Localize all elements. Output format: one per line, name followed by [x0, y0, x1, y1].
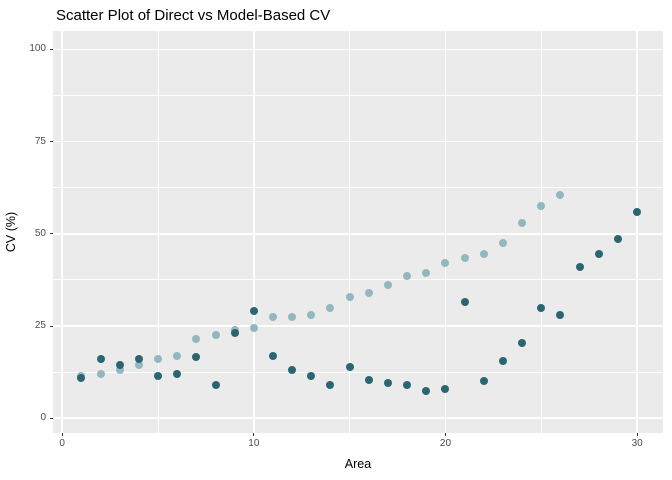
gridline-y-minor	[53, 187, 663, 189]
y-tick-label: 50	[34, 227, 46, 239]
gridline-y-major	[53, 233, 663, 235]
data-point-model-based-cv-light-blue	[441, 259, 450, 268]
data-point-direct-cv-dark-teal	[537, 303, 546, 312]
data-point-direct-cv-dark-teal	[403, 381, 412, 390]
gridline-x-minor	[540, 31, 542, 433]
gridline-y-minor	[53, 279, 663, 281]
y-tick-label: 100	[29, 43, 46, 55]
gridline-x-major	[61, 31, 63, 433]
y-axis-title-text: CV (%)	[4, 211, 18, 253]
data-point-direct-cv-dark-teal	[307, 371, 316, 380]
y-tick-mark	[50, 48, 53, 50]
x-tick-mark	[444, 433, 446, 436]
data-point-direct-cv-dark-teal	[575, 263, 584, 272]
data-point-direct-cv-dark-teal	[556, 310, 565, 319]
x-tick-mark	[61, 433, 63, 436]
chart-title: Scatter Plot of Direct vs Model-Based CV	[56, 7, 331, 24]
data-point-direct-cv-dark-teal	[441, 384, 450, 393]
data-point-direct-cv-dark-teal	[173, 369, 182, 378]
data-point-model-based-cv-light-blue	[460, 253, 469, 262]
x-tick-mark	[636, 433, 638, 436]
x-axis-title: Area	[344, 457, 372, 471]
data-point-model-based-cv-light-blue	[154, 355, 163, 364]
data-point-direct-cv-dark-teal	[498, 357, 507, 366]
data-point-direct-cv-dark-teal	[479, 377, 488, 386]
data-point-direct-cv-dark-teal	[326, 381, 335, 390]
data-point-model-based-cv-light-blue	[249, 323, 258, 332]
data-point-model-based-cv-light-blue	[269, 312, 277, 321]
data-point-model-based-cv-light-blue	[518, 218, 527, 227]
data-point-model-based-cv-light-blue	[173, 351, 182, 360]
gridline-x-minor	[157, 31, 159, 433]
gridline-y-minor	[53, 371, 663, 373]
x-tick-label: 20	[439, 438, 452, 449]
data-point-direct-cv-dark-teal	[594, 250, 603, 259]
data-point-model-based-cv-light-blue	[556, 191, 565, 200]
data-point-model-based-cv-light-blue	[383, 281, 392, 290]
gridline-y-major	[53, 140, 663, 143]
data-point-direct-cv-dark-teal	[518, 338, 527, 347]
data-point-model-based-cv-light-blue	[403, 272, 412, 281]
data-point-direct-cv-dark-teal	[460, 298, 469, 307]
gridline-x-minor	[349, 31, 351, 433]
y-tick-label: 0	[40, 412, 46, 424]
data-point-direct-cv-dark-teal	[613, 235, 622, 244]
plot-panel	[53, 31, 663, 433]
gridline-y-major	[53, 48, 663, 51]
data-point-direct-cv-dark-teal	[288, 366, 297, 375]
y-tick-mark	[50, 325, 53, 327]
data-point-direct-cv-dark-teal	[345, 362, 354, 371]
data-point-model-based-cv-light-blue	[479, 250, 488, 259]
data-point-direct-cv-dark-teal	[364, 375, 373, 384]
y-tick-label: 75	[34, 135, 46, 147]
y-tick-mark	[50, 233, 53, 235]
data-point-model-based-cv-light-blue	[134, 360, 143, 369]
gridline-x-major	[636, 31, 638, 433]
data-point-model-based-cv-light-blue	[326, 303, 335, 312]
gridline-y-major	[53, 417, 663, 419]
data-point-direct-cv-dark-teal	[77, 373, 86, 382]
x-tick-label: 10	[248, 438, 260, 449]
data-point-direct-cv-dark-teal	[192, 353, 201, 362]
data-point-direct-cv-dark-teal	[96, 355, 105, 364]
y-tick-label: 25	[34, 320, 46, 332]
data-point-model-based-cv-light-blue	[288, 312, 297, 321]
data-point-direct-cv-dark-teal	[383, 379, 392, 388]
data-point-direct-cv-dark-teal	[422, 386, 431, 395]
x-tick-mark	[253, 433, 255, 436]
data-point-model-based-cv-light-blue	[307, 310, 316, 319]
data-point-model-based-cv-light-blue	[537, 202, 546, 211]
data-point-model-based-cv-light-blue	[211, 331, 220, 340]
y-tick-mark	[50, 417, 53, 419]
data-point-model-based-cv-light-blue	[115, 366, 124, 375]
data-point-model-based-cv-light-blue	[345, 292, 354, 301]
gridline-y-major	[53, 325, 663, 327]
gridline-x-major	[444, 31, 447, 433]
data-point-direct-cv-dark-teal	[211, 381, 220, 390]
y-tick-mark	[50, 141, 53, 143]
x-tick-label: 0	[59, 438, 65, 449]
data-point-direct-cv-dark-teal	[249, 307, 258, 316]
data-point-direct-cv-dark-teal	[633, 207, 642, 216]
data-point-direct-cv-dark-teal	[115, 360, 124, 369]
data-point-model-based-cv-light-blue	[364, 288, 373, 297]
data-point-model-based-cv-light-blue	[422, 268, 431, 277]
data-point-model-based-cv-light-blue	[192, 334, 201, 343]
data-point-direct-cv-dark-teal	[134, 355, 143, 364]
gridline-y-minor	[53, 95, 663, 97]
data-point-model-based-cv-light-blue	[498, 239, 507, 248]
x-tick-label: 30	[631, 438, 643, 449]
gridline-x-major	[253, 31, 255, 433]
data-point-direct-cv-dark-teal	[230, 329, 239, 338]
data-point-direct-cv-dark-teal	[154, 371, 163, 380]
data-point-direct-cv-dark-teal	[269, 351, 277, 360]
data-point-model-based-cv-light-blue	[96, 369, 105, 378]
